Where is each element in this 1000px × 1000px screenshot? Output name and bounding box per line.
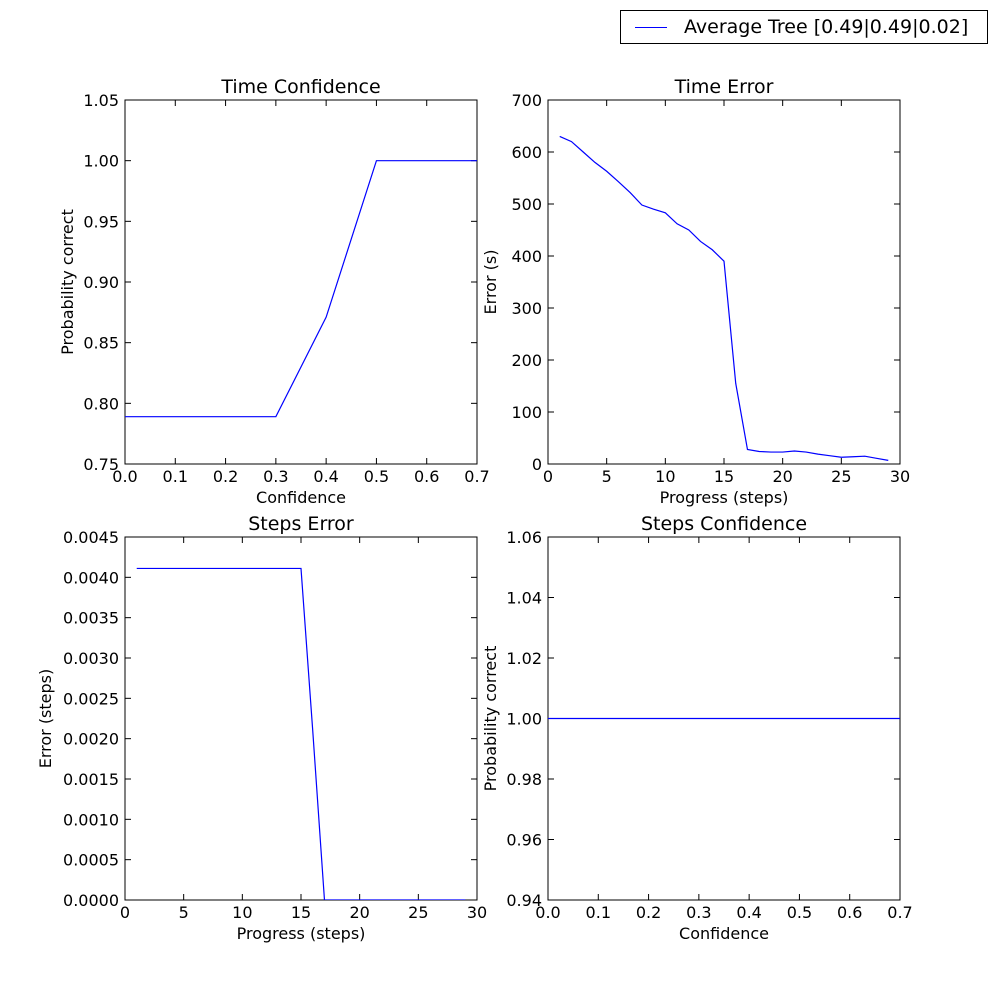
x-tick-label: 25 xyxy=(408,903,428,922)
x-tick-label: 0.5 xyxy=(364,467,389,486)
x-tick-label: 15 xyxy=(291,903,311,922)
y-tick-label: 400 xyxy=(511,247,542,266)
y-tick-label: 0.0025 xyxy=(63,689,119,708)
y-tick-label: 0.96 xyxy=(506,831,542,850)
x-tick-label: 0.5 xyxy=(787,903,812,922)
series-line xyxy=(559,135,889,461)
x-tick-label: 20 xyxy=(349,903,369,922)
y-tick-label: 0.0035 xyxy=(63,609,119,628)
y-axis-label: Probability correct xyxy=(481,646,500,792)
x-tick-label: 0.7 xyxy=(887,903,912,922)
plot-frame xyxy=(124,99,478,465)
x-tick-label: 0.7 xyxy=(464,467,489,486)
chart-title: Time Confidence xyxy=(220,76,380,98)
x-tick-label: 0 xyxy=(543,467,553,486)
y-axis-label: Error (steps) xyxy=(36,669,55,769)
x-tick-label: 0.0 xyxy=(112,467,137,486)
x-tick-label: 0.1 xyxy=(163,467,188,486)
y-tick-label: 1.00 xyxy=(83,152,119,171)
x-tick-label: 0.2 xyxy=(636,903,661,922)
y-tick-label: 0.85 xyxy=(83,334,119,353)
y-axis-label: Error (s) xyxy=(481,250,500,315)
y-tick-label: 0.0015 xyxy=(63,770,119,789)
y-tick-label: 0 xyxy=(532,455,542,474)
series-line xyxy=(136,567,466,900)
y-tick-label: 0.90 xyxy=(83,273,119,292)
y-tick-label: 1.05 xyxy=(83,91,119,110)
x-tick-label: 0.6 xyxy=(837,903,862,922)
y-tick-label: 0.0030 xyxy=(63,649,119,668)
chart-title: Steps Confidence xyxy=(641,513,807,535)
y-tick-label: 0.94 xyxy=(506,891,542,910)
x-tick-label: 10 xyxy=(232,903,252,922)
x-tick-label: 0 xyxy=(120,903,130,922)
x-tick-label: 30 xyxy=(467,903,487,922)
chart-4: 0.0 0.1 0.2 0.3 0.4 0.5 0.6 0.7 0.94 0.96 0.98 1.00… xyxy=(481,513,913,943)
y-tick-label: 1.06 xyxy=(506,528,542,547)
x-axis-label: Progress (steps) xyxy=(237,924,366,943)
legend: Average Tree [0.49|0.49|0.02] xyxy=(620,10,988,44)
y-tick-label: 0.0005 xyxy=(63,851,119,870)
y-axis-label: Probability correct xyxy=(58,209,77,355)
plot-frame xyxy=(124,536,478,901)
y-tick-label: 0.0020 xyxy=(63,730,119,749)
y-tick-label: 600 xyxy=(511,143,542,162)
y-tick-label: 0.0045 xyxy=(63,528,119,547)
y-tick-label: 0.75 xyxy=(83,455,119,474)
y-tick-label: 0.95 xyxy=(83,212,119,231)
series-line xyxy=(125,160,477,418)
x-tick-label: 0.0 xyxy=(535,903,560,922)
y-tick-label: 700 xyxy=(511,91,542,110)
x-tick-label: 30 xyxy=(890,467,910,486)
y-tick-label: 0.0000 xyxy=(63,891,119,910)
x-tick-label: 15 xyxy=(714,467,734,486)
x-tick-label: 25 xyxy=(831,467,851,486)
y-tick-label: 0.98 xyxy=(506,770,542,789)
x-tick-label: 5 xyxy=(602,467,612,486)
chart-title: Time Error xyxy=(674,76,774,98)
y-tick-label: 0.0040 xyxy=(63,568,119,587)
y-tick-label: 200 xyxy=(511,351,542,370)
x-tick-label: 0.3 xyxy=(686,903,711,922)
chart-1: 0.0 0.1 0.2 0.3 0.4 0.5 0.6 0.7 0.75 0.80 0.85 0.90… xyxy=(58,76,490,507)
x-tick-label: 0.4 xyxy=(313,467,338,486)
x-tick-label: 0.1 xyxy=(586,903,611,922)
x-tick-label: 0.2 xyxy=(213,467,238,486)
y-tick-label: 300 xyxy=(511,299,542,318)
chart-title: Steps Error xyxy=(248,513,354,535)
legend-label: Average Tree [0.49|0.49|0.02] xyxy=(684,16,969,38)
x-tick-label: 0.6 xyxy=(414,467,439,486)
legend-line-swatch xyxy=(635,27,667,28)
y-tick-label: 500 xyxy=(511,195,542,214)
x-axis-label: Confidence xyxy=(679,924,769,943)
x-tick-label: 0.3 xyxy=(263,467,288,486)
y-tick-label: 100 xyxy=(511,403,542,422)
x-tick-label: 5 xyxy=(179,903,189,922)
x-axis-label: Confidence xyxy=(256,488,346,507)
plot-frame xyxy=(547,99,901,465)
chart-3: 0 5 10 15 20 25 30 0.0000 0.0005 0.0010 0.0015 0.00… xyxy=(36,513,487,943)
x-axis-label: Progress (steps) xyxy=(660,488,789,507)
x-tick-label: 20 xyxy=(772,467,792,486)
y-tick-label: 1.00 xyxy=(506,710,542,729)
x-tick-label: 0.4 xyxy=(736,903,761,922)
y-tick-label: 0.0010 xyxy=(63,810,119,829)
y-tick-label: 0.80 xyxy=(83,394,119,413)
x-tick-label: 10 xyxy=(655,467,675,486)
y-tick-label: 1.02 xyxy=(506,649,542,668)
y-tick-label: 1.04 xyxy=(506,589,542,608)
